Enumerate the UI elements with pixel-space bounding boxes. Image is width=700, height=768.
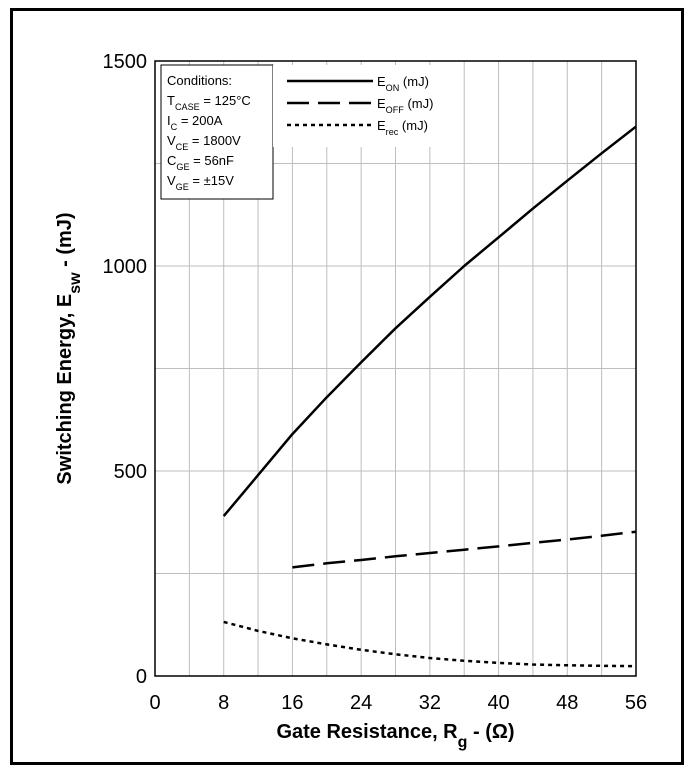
tick-labels: 0 8 16 24 32 40 48 56 0 500 1000 1500 [103,51,648,714]
series-line-on [222,125,637,517]
chart-frame: 0 8 16 24 32 40 48 56 0 500 1000 1500 Gate Resistan… [10,8,684,765]
legend-label: EON (mJ) [377,74,429,93]
legend-label: EOFF (mJ) [377,96,433,115]
plot-border [154,60,637,677]
conditions-box [160,64,274,200]
x-tick-label: 8 [218,692,229,714]
conditions-line: IC = 200A [167,113,223,132]
x-tick-label: 56 [625,692,647,714]
y-tick-label: 0 [136,666,147,688]
conditions-line: TCASE = 125°C [167,93,251,112]
x-tick-label: 24 [350,692,372,714]
y-axis-title: Switching Energy, Esw - (mJ) [54,212,84,484]
conditions-heading: Conditions: [167,73,232,88]
plot-area [154,60,637,677]
y-tick-label: 1000 [103,256,148,278]
grid-lines [155,61,636,676]
x-tick-label: 16 [281,692,303,714]
y-tick-label: 500 [114,461,147,483]
switching-energy-chart: 0 8 16 24 32 40 48 56 0 500 1000 1500 Gate Resistan… [54,51,648,751]
conditions-line: VCE = 1800V [167,133,241,152]
series-line-off [292,530,637,569]
x-tick-label: 0 [149,692,160,714]
legend-box [273,65,448,147]
axis-titles: Gate Resistance, Rg - (Ω) Switching Energ… [54,212,515,750]
series-group [222,125,637,668]
legend-label: Erec (mJ) [377,118,428,137]
x-tick-label: 40 [487,692,509,714]
series-line-rec [223,620,637,668]
x-tick-label: 32 [419,692,441,714]
x-axis-title: Gate Resistance, Rg - (Ω) [276,721,514,751]
conditions-line: CGE = 56nF [167,153,234,172]
y-tick-label: 1500 [103,51,148,73]
x-tick-label: 48 [556,692,578,714]
conditions-line: VGE = ±15V [167,173,234,192]
